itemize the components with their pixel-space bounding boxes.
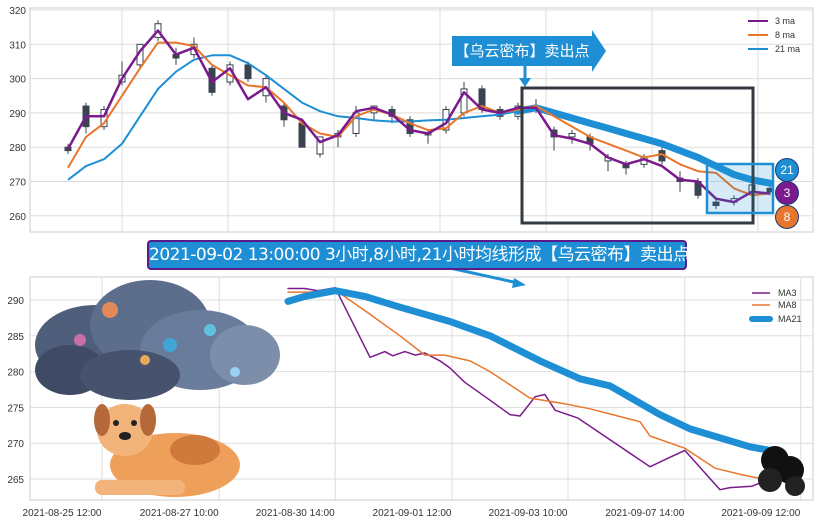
candle-bullish: [568, 132, 576, 138]
top-y-tick-label: 320: [9, 6, 26, 17]
legend-label-ma3: MA3: [778, 288, 797, 298]
callout-arrow-head: [592, 30, 606, 72]
legend-label-21ma: 21 ma: [775, 44, 800, 54]
legend-label-ma21: MA21: [778, 314, 802, 324]
bottom-series-MA8: [287, 289, 771, 482]
candle-bearish: [244, 64, 252, 80]
top-y-tick-label: 290: [9, 109, 26, 120]
bottom-y-tick-label: 265: [7, 475, 24, 486]
dark-cloud-sell-callout: 【乌云密布】卖出点: [452, 36, 592, 66]
bottom-x-tick-label: 2021-09-07 14:00: [605, 508, 684, 519]
bottom-series-MA21: [284, 287, 774, 454]
top-y-tick-label: 310: [9, 40, 26, 51]
top-series-8-ma: [67, 41, 771, 197]
badge-ma21: 21: [775, 158, 799, 182]
top-series-3-ma: [66, 29, 771, 204]
bottom-x-tick-label: 2021-08-25 12:00: [23, 508, 102, 519]
legend-label-ma8: MA8: [778, 300, 797, 310]
bottom-y-tick-label: 280: [7, 368, 24, 379]
legend-label-8ma: 8 ma: [775, 30, 795, 40]
top-legend: 3 ma 8 ma 21 ma: [748, 16, 800, 54]
bottom-y-tick-label: 275: [7, 403, 24, 414]
banner-pointer-arrow: [449, 266, 526, 288]
top-y-tick-label: 270: [9, 178, 26, 189]
top-y-tick-label: 280: [9, 143, 26, 154]
bottom-x-tick-label: 2021-09-09 12:00: [721, 508, 800, 519]
bottom-x-tick-label: 2021-09-03 10:00: [489, 508, 568, 519]
candle-bearish: [298, 122, 306, 148]
bottom-y-tick-label: 270: [7, 439, 24, 450]
bottom-x-tick-label: 2021-09-01 12:00: [373, 508, 452, 519]
top-y-tick-label: 300: [9, 75, 26, 86]
candle-bullish: [316, 136, 324, 155]
bottom-y-tick-label: 285: [7, 332, 24, 343]
badge-ma3: 3: [775, 181, 799, 205]
badge-ma8: 8: [775, 205, 799, 229]
bottom-ma-chart: 290 285 280 275 270 265 2021-08-25 12:00 2021-0…: [7, 266, 814, 519]
signal-zone-box: [520, 86, 755, 225]
storm-cloud-illustration: [35, 280, 280, 400]
top-series-21-ma-highlight: [514, 104, 774, 187]
bottom-series-MA3: [287, 287, 771, 491]
bottom-y-tick-label: 290: [7, 296, 24, 307]
top-candlestick-chart: 320 310 300 290 280 270 260 3 ma 8 ma 21 ma: [9, 6, 814, 233]
signal-banner: 2021-09-02 13:00:00 3小时,8小时,21小时均线形成【乌云密…: [147, 240, 690, 270]
bottom-legend: MA3 MA8 MA21: [749, 288, 802, 324]
crossover-highlight-box: [705, 162, 775, 215]
dog-illustration: [94, 404, 240, 497]
down-arrow-icon: [519, 66, 531, 87]
candle-bearish: [712, 201, 720, 207]
bottom-x-tick-label: 2021-08-30 14:00: [256, 508, 335, 519]
legend-label-3ma: 3 ma: [775, 16, 795, 26]
top-y-tick-label: 260: [9, 212, 26, 223]
bottom-x-tick-label: 2021-08-27 10:00: [140, 508, 219, 519]
small-storm-cloud-icon: [758, 446, 805, 496]
